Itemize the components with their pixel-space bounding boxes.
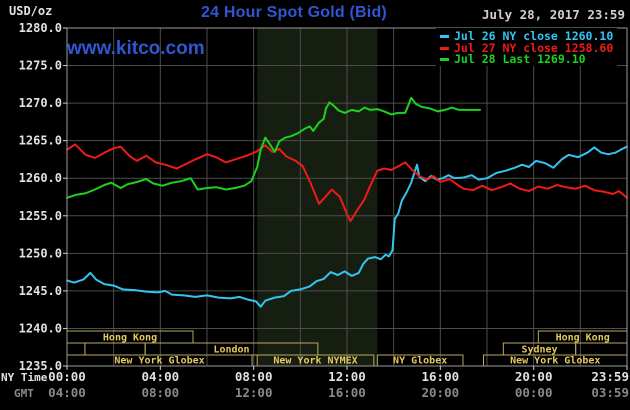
series-line-jul28	[66, 96, 481, 199]
series-line-jul26	[66, 145, 628, 308]
gmt-axis-label: GMT	[14, 387, 34, 400]
x-tick-label-ny: 20:00	[515, 369, 553, 384]
legend-label: Jul 28 Last 1269.10	[454, 52, 586, 67]
legend-label: Jul 26 NY close 1260.10	[454, 29, 614, 43]
x-tick-label-ny: 04:00	[142, 369, 180, 384]
y-tick-label: 1260.0	[19, 171, 62, 185]
y-tick-label: 1245.0	[19, 284, 62, 298]
legend-dash-icon	[440, 35, 449, 38]
x-tick-label-ny: 23:59	[591, 369, 629, 384]
session-box	[84, 342, 146, 356]
legend-dash-icon	[440, 58, 449, 62]
legend-label: Jul 27 NY close 1258.60	[454, 40, 614, 55]
y-tick-label: 1270.0	[19, 96, 62, 110]
legend-item-jul26: Jul 26 NY close 1260.10	[440, 29, 614, 43]
session-label: New York Globex	[510, 356, 600, 367]
session-box	[66, 342, 86, 356]
legend-item-jul27: Jul 27 NY close 1258.60	[440, 40, 614, 55]
session-label: New York Globex	[114, 356, 204, 367]
y-axis-units-label: USD/oz	[9, 4, 53, 18]
y-tick-label: 1275.0	[19, 59, 62, 73]
session-label: NY Globex	[393, 356, 447, 367]
session-label: London	[213, 345, 249, 356]
y-tick-label: 1280.0	[19, 21, 62, 35]
chart-title: 24 Hour Spot Gold (Bid)	[201, 4, 387, 21]
x-tick-label-gmt: 03:59	[591, 385, 629, 400]
y-tick-label: 1265.0	[19, 134, 62, 148]
session-box	[575, 342, 628, 356]
legend-dash-icon	[440, 46, 449, 50]
chart-datetime: July 28, 2017 23:59	[482, 7, 625, 22]
legend: Jul 26 NY close 1260.10 Jul 27 NY close 1…	[436, 28, 618, 67]
y-tick-label: 1235.0	[19, 359, 62, 373]
x-tick-label-gmt: 12:00	[235, 385, 273, 400]
x-tick-label-ny: 00:00	[48, 369, 86, 384]
x-tick-label-gmt: 00:00	[515, 385, 553, 400]
session-label: New York NYMEX	[273, 356, 357, 367]
kitco-watermark: www.kitco.com	[67, 38, 205, 59]
x-tick-label-gmt: 08:00	[142, 385, 180, 400]
x-tick-label-gmt: 16:00	[328, 385, 366, 400]
y-tick-label: 1250.0	[19, 246, 62, 260]
y-tick-label: 1240.0	[19, 321, 62, 335]
session-label: Hong Kong	[103, 333, 157, 344]
x-tick-label-gmt: 20:00	[422, 385, 460, 400]
session-label: Sydney	[521, 345, 557, 356]
x-tick-label-gmt: 04:00	[48, 385, 86, 400]
x-tick-label-ny: 16:00	[422, 369, 460, 384]
x-tick-label-ny: 08:00	[235, 369, 273, 384]
y-tick-label: 1255.0	[19, 209, 62, 223]
session-label: Hong Kong	[556, 333, 610, 344]
series-line-jul27	[66, 143, 628, 222]
x-tick-label-ny: 12:00	[328, 369, 366, 384]
ny-time-axis-label: NY Time	[1, 371, 48, 384]
legend-item-jul28: Jul 28 Last 1269.10	[440, 52, 613, 67]
